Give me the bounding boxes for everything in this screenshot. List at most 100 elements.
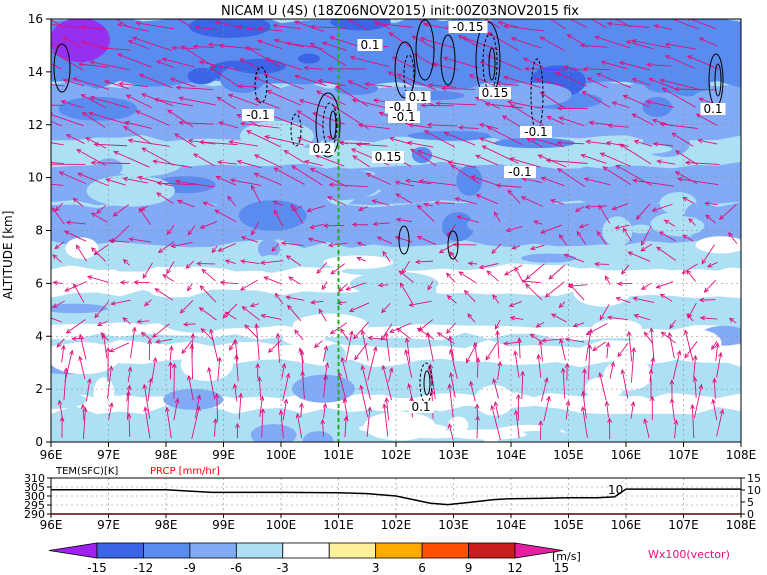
- wind-vector: [220, 281, 239, 285]
- wind-vector: [199, 61, 239, 71]
- wind-vector-head: [196, 405, 201, 412]
- wind-vector-head: [632, 296, 638, 302]
- wind-vector-head: [495, 81, 502, 87]
- wind-vector-head: [581, 390, 586, 397]
- wind-vector: [217, 357, 221, 381]
- wind-vector: [238, 85, 258, 88]
- wind-vector-head: [416, 204, 423, 210]
- wind-vector-head: [648, 77, 654, 83]
- wind-vector: [51, 63, 63, 70]
- wind-vector: [555, 72, 588, 87]
- contour-line: [290, 113, 302, 147]
- contour-label: -0.1: [392, 110, 415, 124]
- wind-vector: [265, 135, 304, 146]
- wind-vector-head: [539, 36, 545, 42]
- wind-vector: [407, 142, 434, 148]
- wind-vector: [534, 220, 543, 225]
- colorbar-segment: [421, 542, 469, 559]
- wind-vector: [619, 61, 651, 71]
- wind-patch: [492, 82, 572, 107]
- colorbar-label: 3: [372, 561, 380, 575]
- wind-vector: [647, 64, 672, 67]
- wind-vector: [157, 182, 195, 186]
- wind-vector-head: [105, 346, 111, 353]
- wind-vector: [300, 403, 303, 418]
- wind-vector-head: [290, 203, 296, 210]
- wind-vector: [596, 73, 632, 89]
- wind-patch: [65, 237, 99, 259]
- wind-vector-head: [235, 422, 240, 428]
- wind-vector: [173, 398, 179, 421]
- wind-vector: [264, 74, 305, 90]
- wind-vector-head: [418, 179, 424, 184]
- wind-vector: [127, 391, 130, 420]
- wind-vector: [128, 413, 131, 437]
- wind-vector-head: [556, 105, 562, 111]
- wind-vector-head: [323, 345, 329, 351]
- wind-vector-head: [550, 199, 556, 204]
- wind-vector-head: [126, 384, 132, 391]
- wind-vector-head: [525, 137, 532, 143]
- wind-vector-head: [676, 350, 682, 356]
- wind-vector: [61, 100, 84, 109]
- wind-vector-head: [264, 134, 270, 140]
- wind-vector-head: [356, 256, 362, 262]
- wind-vector: [85, 378, 91, 402]
- wind-vector-head: [303, 159, 310, 165]
- wind-vector-head: [543, 377, 549, 383]
- wind-vector-head: [214, 20, 221, 26]
- wind-vector: [660, 293, 673, 302]
- wind-vector: [540, 36, 565, 51]
- wind-vector: [615, 224, 630, 229]
- wind-patch: [660, 328, 722, 358]
- wind-vector-head: [347, 19, 352, 23]
- colorbar-arrow-high: [514, 542, 564, 559]
- contour-label-bg: [388, 111, 420, 123]
- wind-vector: [187, 225, 196, 236]
- wind-vector: [621, 264, 630, 275]
- wind-vector: [616, 297, 631, 303]
- contour-label: -0.1: [524, 125, 547, 139]
- wind-vector: [541, 177, 565, 187]
- wind-vector: [549, 19, 566, 30]
- wind-vector-head: [586, 77, 592, 82]
- wind-vector-head: [280, 241, 287, 246]
- wind-vector: [255, 324, 260, 360]
- wind-vector-head: [606, 21, 613, 27]
- wind-vector-head: [478, 264, 485, 270]
- wind-vector-head: [329, 329, 336, 335]
- wind-vector: [94, 301, 110, 318]
- wind-vector-head: [187, 138, 194, 144]
- wind-vector-head: [108, 365, 114, 371]
- wind-vector-head: [147, 339, 153, 345]
- wind-vector: [274, 167, 305, 185]
- wind-vector: [191, 344, 193, 380]
- wind-vector: [530, 333, 542, 342]
- wind-vector: [607, 23, 650, 29]
- wind-vector: [152, 323, 170, 338]
- wind-vector: [711, 341, 718, 350]
- wind-vector-head: [278, 409, 284, 415]
- wind-vector: [352, 155, 371, 168]
- wind-vector: [609, 362, 614, 379]
- wind-patch: [218, 167, 285, 178]
- wind-vector-head: [494, 324, 500, 330]
- wind-vector-head: [728, 231, 733, 238]
- wind-vector-head: [178, 96, 184, 101]
- wind-vector-head: [626, 330, 632, 337]
- wind-patch: [642, 97, 673, 117]
- sub-x-tick-label: 107E: [668, 518, 699, 532]
- sub-x-tick-label: 103E: [438, 518, 469, 532]
- wind-vector-head: [622, 227, 628, 233]
- wind-vector: [66, 221, 86, 225]
- wind-vector: [123, 177, 149, 184]
- wind-patch: [584, 376, 624, 399]
- wind-vector-head: [283, 398, 289, 404]
- wind-vector: [290, 204, 304, 224]
- wind-vector-head: [468, 74, 475, 79]
- wind-vector: [310, 168, 348, 187]
- wind-vector: [428, 366, 432, 381]
- wind-vector: [347, 19, 369, 32]
- wind-vector: [119, 83, 149, 88]
- wind-vector-head: [395, 193, 401, 198]
